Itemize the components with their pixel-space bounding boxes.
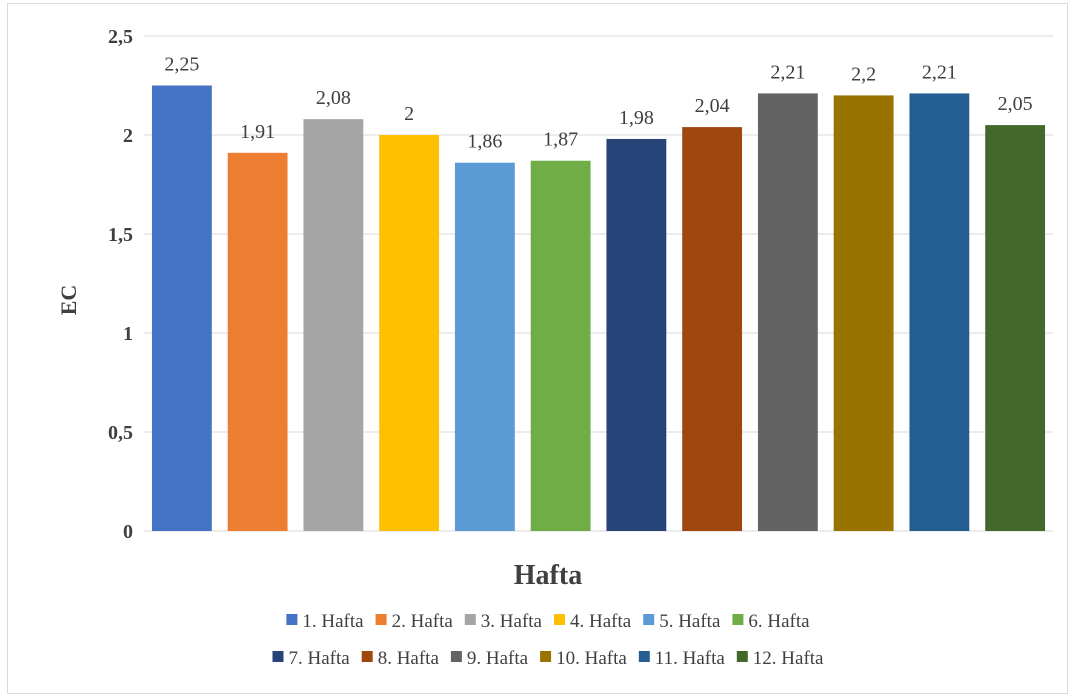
y-tick-label: 1,5 xyxy=(108,224,133,246)
data-label: 2,2 xyxy=(851,63,876,85)
legend-item: 3. Hafta xyxy=(464,611,543,632)
bar xyxy=(151,85,212,531)
bar xyxy=(530,160,591,532)
gridlines xyxy=(144,35,1053,532)
legend-label: 10. Hafta xyxy=(556,648,627,669)
legend-swatch xyxy=(450,651,462,662)
y-tick-label: 0 xyxy=(123,521,133,543)
legend-item: 1. Hafta xyxy=(286,611,364,632)
legend-swatch xyxy=(375,614,387,625)
legend-swatch xyxy=(554,614,565,625)
y-tick-label: 1 xyxy=(123,323,133,345)
legend-item: 11. Hafta xyxy=(638,648,726,669)
legend-swatch xyxy=(272,651,284,662)
legend-item: 2. Hafta xyxy=(375,611,454,632)
legend-swatch xyxy=(540,651,552,662)
y-tick-label: 2,5 xyxy=(108,26,133,48)
legend-label: 5. Hafta xyxy=(659,611,721,632)
data-label: 2,25 xyxy=(164,54,199,76)
legend-label: 12. Hafta xyxy=(753,648,824,669)
legend-item: 4. Hafta xyxy=(554,611,632,632)
legend-swatch xyxy=(638,651,650,662)
bar xyxy=(454,162,515,531)
data-label: 2,21 xyxy=(922,61,957,83)
bar xyxy=(985,125,1046,531)
data-label: 2,21 xyxy=(770,61,805,83)
legend-item: 6. Hafta xyxy=(732,611,810,632)
legend-label: 8. Hafta xyxy=(378,648,440,669)
chart-frame: 0 0,5 1 1,5 2 2,5 2,25 1,91 2,08 2 1,86 1,87 1,98 2,… xyxy=(7,3,1068,694)
legend-label: 7. Hafta xyxy=(288,648,350,669)
data-label: 2,04 xyxy=(695,95,730,117)
data-label: 2,08 xyxy=(316,87,351,109)
legend-swatch xyxy=(732,614,744,625)
legend-item: 5. Hafta xyxy=(643,611,721,632)
legend-swatch xyxy=(464,614,476,625)
legend-swatch xyxy=(736,651,748,662)
legend-item: 9. Hafta xyxy=(450,648,529,669)
legend-item: 12. Hafta xyxy=(736,648,824,669)
y-axis-label: EC xyxy=(56,285,81,316)
bar xyxy=(833,95,894,532)
legend-label: 9. Hafta xyxy=(467,648,529,669)
legend-item: 7. Hafta xyxy=(272,648,350,669)
bar xyxy=(303,119,364,531)
legend-label: 11. Hafta xyxy=(655,648,726,669)
x-axis-label: Hafta xyxy=(514,560,582,591)
legend-label: 6. Hafta xyxy=(748,611,810,632)
bar xyxy=(909,93,970,532)
bar xyxy=(379,135,440,531)
legend-item: 8. Hafta xyxy=(361,648,440,669)
data-label: 2,05 xyxy=(998,93,1033,115)
bars xyxy=(151,85,1046,532)
y-tick-label: 2 xyxy=(123,125,133,147)
y-axis-ticks: 0 0,5 1 1,5 2 2,5 xyxy=(108,26,133,543)
legend-label: 1. Hafta xyxy=(302,611,364,632)
data-label: 1,91 xyxy=(240,121,275,143)
data-labels: 2,25 1,91 2,08 2 1,86 1,87 1,98 2,04 2,21 2,2 2,21… xyxy=(164,54,1032,153)
legend-item: 10. Hafta xyxy=(540,648,627,669)
legend-swatch xyxy=(361,651,373,662)
legend: 1. Hafta 2. Hafta 3. Hafta 4. Hafta 5. Hafta… xyxy=(272,611,824,669)
data-label: 1,87 xyxy=(543,129,578,151)
legend-swatch xyxy=(643,614,655,625)
legend-label: 2. Hafta xyxy=(392,611,454,632)
bar xyxy=(227,152,288,531)
bar xyxy=(682,127,743,531)
y-tick-label: 0,5 xyxy=(108,422,133,444)
legend-swatch xyxy=(286,614,298,625)
data-label: 1,86 xyxy=(467,131,502,153)
data-label: 2 xyxy=(404,103,414,125)
data-label: 1,98 xyxy=(619,107,654,129)
bar xyxy=(606,138,667,531)
legend-label: 3. Hafta xyxy=(481,611,543,632)
legend-label: 4. Hafta xyxy=(570,611,632,632)
bar xyxy=(757,93,818,532)
